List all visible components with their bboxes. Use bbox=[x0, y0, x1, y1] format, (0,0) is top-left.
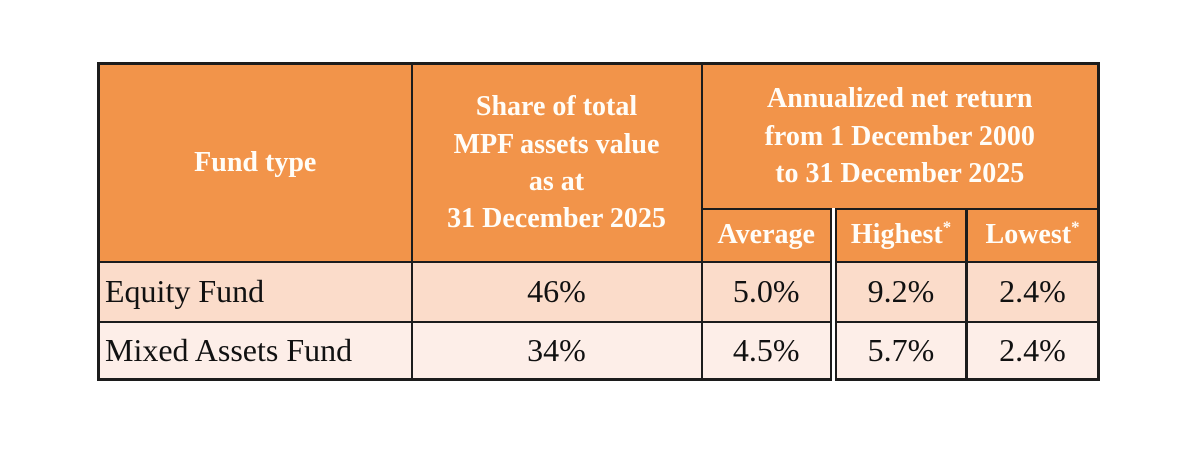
share-value-cell: 34% bbox=[410, 320, 703, 381]
average-header-cell: Average bbox=[700, 207, 837, 263]
lowest-value-cell: 2.4% bbox=[965, 320, 1100, 381]
lowest-header-label: Lowest bbox=[985, 219, 1072, 250]
fund-name-cell: Equity Fund bbox=[97, 260, 413, 323]
mpf-returns-table: Fund type Share of total MPF assets valu… bbox=[97, 62, 1100, 381]
highest-header-label: Highest bbox=[850, 219, 943, 250]
average-value-cell: 4.5% bbox=[700, 320, 837, 381]
asterisk-superscript: * bbox=[1071, 217, 1080, 237]
average-value-cell: 5.0% bbox=[700, 260, 837, 323]
table-row-equity-fund: Equity Fund 46% 5.0% 9.2% 2.4% bbox=[97, 260, 1100, 323]
highest-header-cell: Highest* bbox=[832, 207, 968, 263]
fund-type-header-cell: Fund type bbox=[97, 62, 413, 263]
share-of-assets-header-cell: Share of total MPF assets value as at 31… bbox=[410, 62, 703, 263]
highest-value-cell: 5.7% bbox=[832, 320, 968, 381]
fund-name-cell: Mixed Assets Fund bbox=[97, 320, 413, 381]
lowest-value-cell: 2.4% bbox=[965, 260, 1100, 323]
average-header-label: Average bbox=[717, 219, 815, 250]
header-row-main: Fund type Share of total MPF assets valu… bbox=[97, 62, 1100, 263]
asterisk-superscript: * bbox=[942, 217, 952, 237]
annualized-net-return-header-cell: Annualized net return from 1 December 20… bbox=[700, 62, 1100, 210]
lowest-header-cell: Lowest* bbox=[965, 207, 1100, 263]
highest-value-cell: 9.2% bbox=[832, 260, 968, 323]
table-row-mixed-assets-fund: Mixed Assets Fund 34% 4.5% 5.7% 2.4% bbox=[97, 320, 1100, 381]
share-value-cell: 46% bbox=[410, 260, 703, 323]
